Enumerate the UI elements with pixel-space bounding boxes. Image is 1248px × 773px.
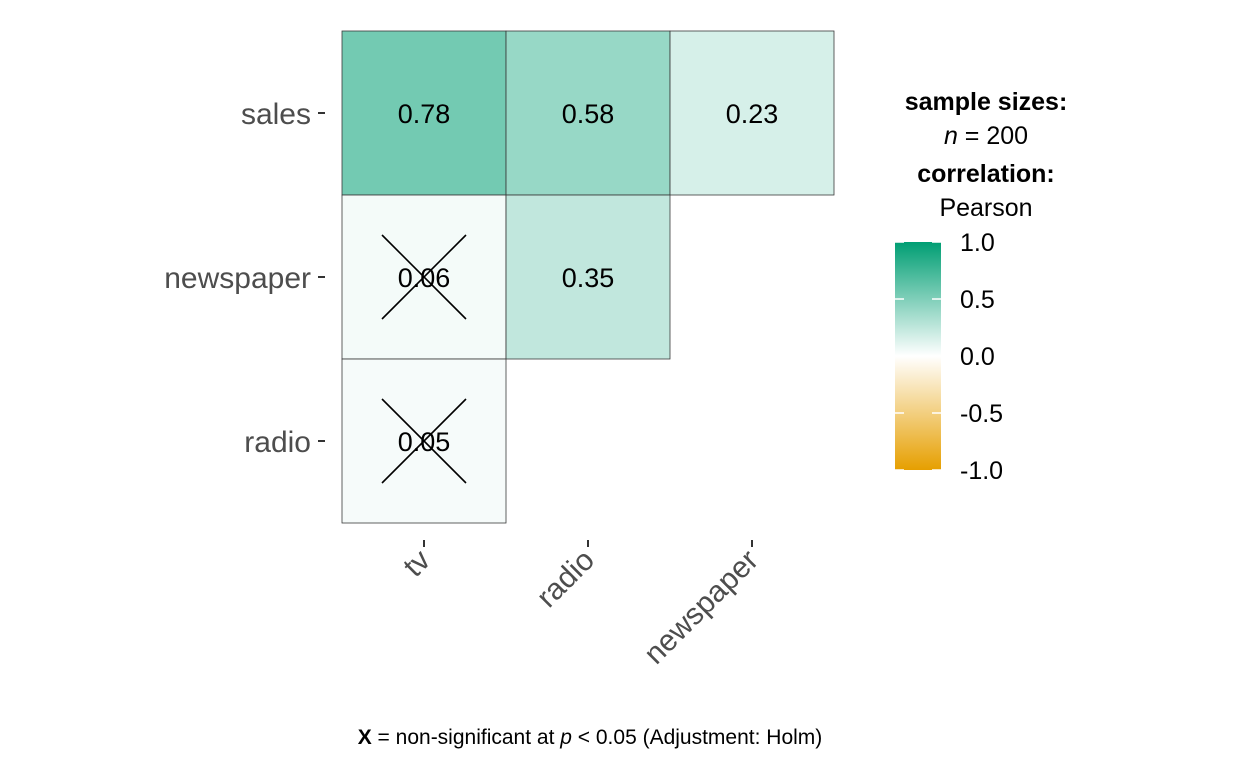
- cell-value-label: 0.06: [398, 263, 451, 293]
- heatmap-cell: 0.23: [669, 30, 835, 196]
- cell-value-label: 0.58: [562, 99, 615, 129]
- legend-correlation-title: correlation:: [917, 160, 1055, 188]
- cell-rect: [505, 30, 671, 196]
- colorbar-tick-label: 0.5: [960, 286, 995, 314]
- cell-value-label: 0.78: [398, 99, 451, 129]
- heatmap-cell: 0.35: [505, 194, 671, 360]
- colorbar-ticks: 1.0 0.5 0.0 -0.5 -1.0: [895, 229, 1003, 485]
- legend-sample-sizes-title: sample sizes:: [905, 88, 1068, 116]
- colorbar-tick-label: 0.0: [960, 343, 995, 371]
- x-axis: tv radio newspaper: [397, 540, 765, 671]
- heatmap-cell: 0.58: [505, 30, 671, 196]
- cell-value-label: 0.23: [726, 99, 779, 129]
- x-tick-label: radio: [530, 544, 601, 615]
- caption-text-after: < 0.05 (Adjustment: Holm): [572, 726, 822, 749]
- y-tick-label: sales: [241, 98, 311, 131]
- y-tick-label: newspaper: [164, 262, 311, 295]
- x-tick-label: newspaper: [638, 544, 765, 671]
- legend: sample sizes: n = 200 correlation: Pears…: [895, 88, 1067, 485]
- heatmap-cells: 0.78 0.58 0.23 0.06 0.35 0.05: [341, 30, 835, 524]
- colorbar-tick-label: 1.0: [960, 229, 995, 257]
- heatmap-cell: 0.05: [341, 358, 507, 524]
- caption-x-symbol: X: [358, 726, 372, 749]
- y-axis: sales newspaper radio: [164, 98, 325, 459]
- colorbar-tick-label: -1.0: [960, 457, 1003, 485]
- colorbar-tick-label: -0.5: [960, 400, 1003, 428]
- legend-n-text: = 200: [958, 122, 1028, 150]
- cell-rect: [341, 30, 507, 196]
- caption: X = non-significant at p < 0.05 (Adjustm…: [358, 726, 823, 749]
- non-significant-cross-line: [381, 234, 467, 320]
- legend-correlation-method: Pearson: [939, 194, 1032, 222]
- x-tick-label: tv: [397, 544, 437, 584]
- legend-sample-size: n = 200: [944, 122, 1028, 150]
- y-tick-label: radio: [244, 426, 311, 459]
- legend-n-symbol: n: [944, 122, 958, 150]
- caption-text-before: = non-significant at: [372, 726, 561, 749]
- caption-p-symbol: p: [559, 726, 572, 749]
- cell-rect: [669, 30, 835, 196]
- non-significant-cross-line: [381, 398, 467, 484]
- cell-value-label: 0.05: [398, 427, 451, 457]
- heatmap-cell: 0.06: [341, 194, 507, 360]
- cell-rect: [505, 194, 671, 360]
- heatmap-cell: 0.78: [341, 30, 507, 196]
- cell-value-label: 0.35: [562, 263, 615, 293]
